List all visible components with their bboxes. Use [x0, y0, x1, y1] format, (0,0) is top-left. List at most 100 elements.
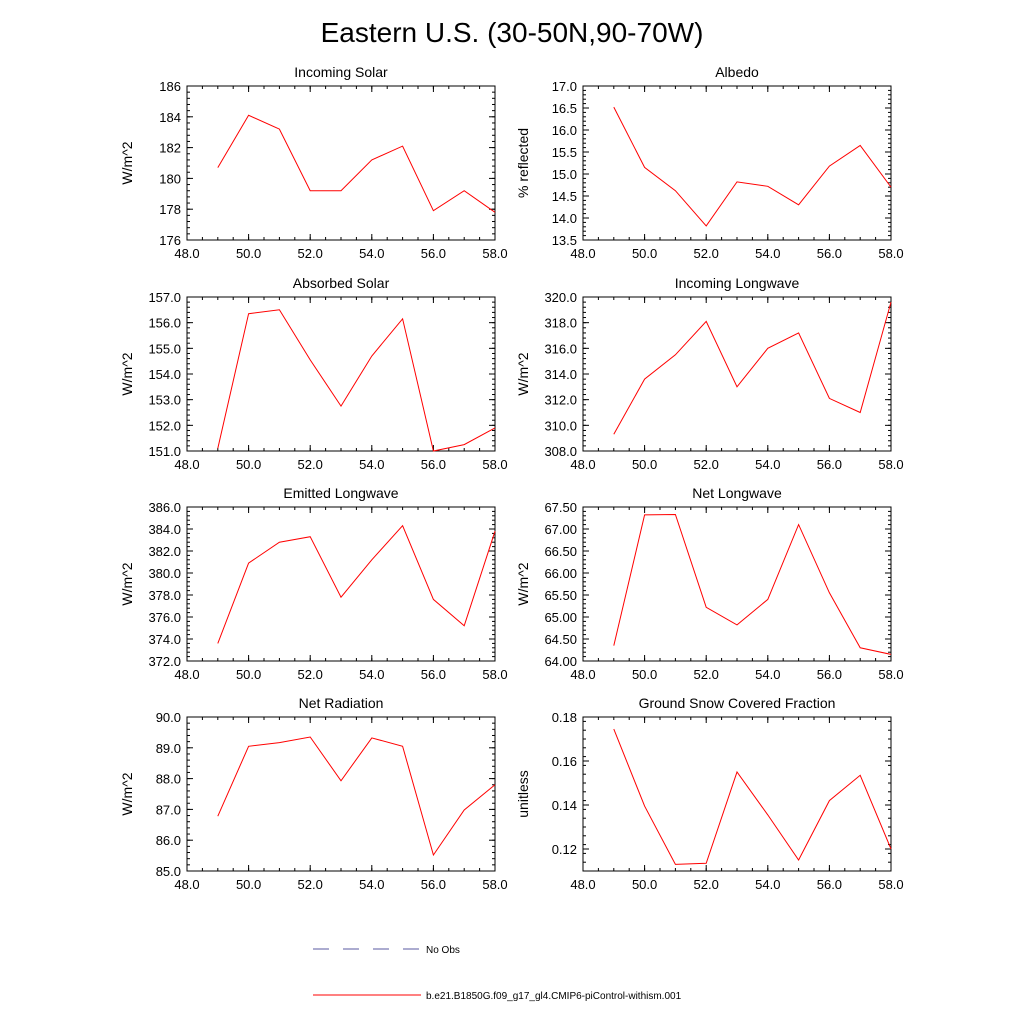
y-tick-label: 64.00 — [544, 654, 577, 669]
x-tick-label: 56.0 — [817, 667, 842, 682]
y-tick-label: 13.5 — [552, 233, 577, 248]
x-tick-label: 50.0 — [632, 667, 657, 682]
x-tick-label: 56.0 — [817, 877, 842, 892]
x-tick-label: 54.0 — [359, 246, 384, 261]
x-tick-label: 52.0 — [298, 246, 323, 261]
y-tick-label: 176 — [159, 233, 181, 248]
x-tick-label: 52.0 — [298, 667, 323, 682]
plot-frame — [186, 716, 496, 872]
series-line-net-radiation — [217, 736, 496, 857]
y-tick-label: 312.0 — [544, 393, 577, 408]
x-tick-label: 58.0 — [878, 246, 903, 261]
x-tick-label: 56.0 — [817, 246, 842, 261]
panel-net-radiation: Net Radiation W/m^2 48.0 50.0 52.0 54.0 56.0 58… — [119, 695, 508, 892]
y-tick-label: 14.5 — [552, 189, 577, 204]
legend-label-no-obs: No Obs — [426, 945, 460, 956]
x-tick-label: 52.0 — [298, 877, 323, 892]
x-tick-label: 48.0 — [570, 667, 595, 682]
panel-title: Net Longwave — [692, 485, 782, 501]
legend-label-model: b.e21.B1850G.f09_g17_gl4.CMIP6-piControl… — [426, 991, 682, 1002]
x-tick-label: 50.0 — [236, 457, 261, 472]
y-axis-label: % reflected — [515, 128, 531, 198]
panel-title: Ground Snow Covered Fraction — [639, 695, 836, 711]
x-tick-label: 50.0 — [236, 877, 261, 892]
y-tick-label: 152.0 — [148, 418, 181, 433]
x-tick-label: 54.0 — [359, 457, 384, 472]
x-tick-label: 50.0 — [632, 877, 657, 892]
x-tick-label: 58.0 — [482, 457, 507, 472]
y-tick-label: 16.5 — [552, 101, 577, 116]
panel-title: Albedo — [715, 64, 759, 80]
y-tick-label: 0.16 — [552, 754, 577, 769]
y-tick-label: 153.0 — [148, 393, 181, 408]
y-tick-label: 66.50 — [544, 544, 577, 559]
y-tick-label: 67.50 — [544, 500, 577, 515]
series-line-incoming-solar — [217, 114, 496, 213]
y-axis-label: W/m^2 — [119, 772, 135, 815]
y-tick-label: 374.0 — [148, 632, 181, 647]
y-tick-label: 88.0 — [156, 772, 181, 787]
x-tick-label: 54.0 — [359, 877, 384, 892]
y-tick-label: 314.0 — [544, 367, 577, 382]
y-tick-label: 66.00 — [544, 566, 577, 581]
y-tick-label: 318.0 — [544, 316, 577, 331]
plot-frame — [582, 716, 892, 872]
series-line-ground-snow-covered-fraction — [613, 728, 892, 865]
x-tick-label: 56.0 — [817, 457, 842, 472]
plot-frame — [582, 506, 892, 662]
x-tick-label: 58.0 — [878, 667, 903, 682]
y-axis-label: unitless — [515, 770, 531, 817]
panel-title: Net Radiation — [299, 695, 384, 711]
y-axis-label: W/m^2 — [515, 352, 531, 395]
y-tick-label: 178 — [159, 202, 181, 217]
plot-frame — [582, 296, 892, 452]
panels: Incoming Solar W/m^2 48.0 50.0 52.0 54.0 56.0 5… — [119, 64, 904, 892]
x-tick-label: 48.0 — [174, 246, 199, 261]
x-tick-label: 56.0 — [421, 877, 446, 892]
x-tick-label: 52.0 — [694, 877, 719, 892]
x-tick-label: 48.0 — [174, 667, 199, 682]
panel-incoming-longwave: Incoming Longwave W/m^2 48.0 50.0 52.0 54.0 56… — [515, 275, 904, 472]
y-tick-label: 320.0 — [544, 290, 577, 305]
y-tick-label: 380.0 — [148, 566, 181, 581]
x-tick-label: 54.0 — [755, 246, 780, 261]
x-tick-label: 52.0 — [694, 246, 719, 261]
x-tick-label: 54.0 — [755, 667, 780, 682]
series-line-albedo — [613, 106, 892, 227]
y-tick-label: 0.14 — [552, 798, 577, 813]
y-axis-label: W/m^2 — [119, 562, 135, 605]
x-tick-label: 54.0 — [359, 667, 384, 682]
x-tick-label: 58.0 — [878, 877, 903, 892]
y-tick-label: 157.0 — [148, 290, 181, 305]
panel-title: Emitted Longwave — [283, 485, 398, 501]
y-tick-label: 376.0 — [148, 610, 181, 625]
y-tick-label: 85.0 — [156, 864, 181, 879]
x-tick-label: 50.0 — [236, 246, 261, 261]
series-line-incoming-longwave — [613, 301, 892, 435]
x-tick-label: 58.0 — [482, 246, 507, 261]
y-tick-label: 182 — [159, 141, 181, 156]
x-tick-label: 52.0 — [694, 667, 719, 682]
y-tick-label: 372.0 — [148, 654, 181, 669]
x-tick-label: 56.0 — [421, 667, 446, 682]
y-tick-label: 14.0 — [552, 211, 577, 226]
x-tick-label: 56.0 — [421, 246, 446, 261]
y-tick-label: 89.0 — [156, 741, 181, 756]
x-tick-label: 52.0 — [298, 457, 323, 472]
y-tick-label: 155.0 — [148, 341, 181, 356]
plot-frame — [582, 85, 892, 241]
plot-frame — [186, 296, 496, 452]
series-line-net-longwave — [613, 513, 892, 655]
y-tick-label: 0.18 — [552, 710, 577, 725]
x-tick-label: 54.0 — [755, 457, 780, 472]
y-tick-label: 378.0 — [148, 588, 181, 603]
series-line-absorbed-solar — [217, 309, 496, 452]
x-tick-label: 56.0 — [421, 457, 446, 472]
y-tick-label: 186 — [159, 79, 181, 94]
panel-albedo: Albedo % reflected 48.0 50.0 52.0 54.0 56.0 58.… — [515, 64, 904, 261]
x-tick-label: 58.0 — [482, 667, 507, 682]
x-tick-label: 50.0 — [632, 457, 657, 472]
panel-ground-snow-covered-fraction: Ground Snow Covered Fraction unitless 48.0… — [515, 695, 904, 892]
y-axis-label: W/m^2 — [119, 352, 135, 395]
figure-title: Eastern U.S. (30-50N,90-70W) — [321, 17, 704, 48]
